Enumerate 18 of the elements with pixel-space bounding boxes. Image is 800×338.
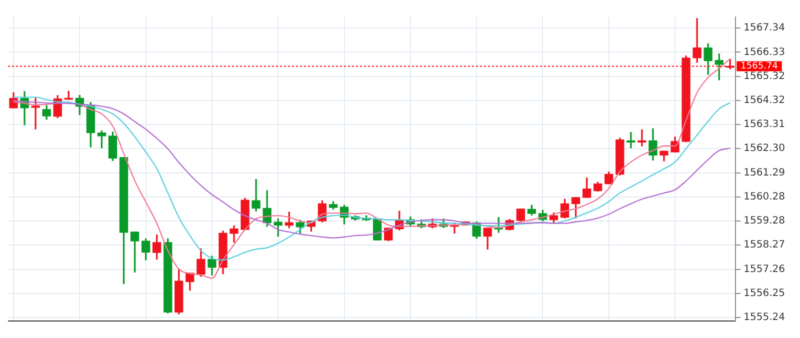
y-tick-label: 1559.28 [744,216,786,227]
y-tick-label: 1565.32 [744,70,786,82]
candlestick [31,98,40,130]
candlestick [692,18,702,63]
y-tick-label: 1566.33 [744,46,786,58]
candlestick [252,178,260,212]
y-tick-label: 1555.24 [744,312,786,324]
y-tick-label: 1560.28 [744,192,786,203]
candlestick [638,129,646,146]
y-tick-label: 1561.29 [744,167,786,178]
y-tick-label: 1558.27 [744,240,786,251]
y-tick-label: 1567.34 [744,22,786,34]
y-tick-label: 1556.25 [744,288,786,300]
y-tick-label: 1562.30 [744,143,786,154]
y-tick-label: 1564.32 [744,94,786,106]
ref-line-label: 1565.74 [740,62,778,72]
y-tick-label: 1563.31 [744,119,786,130]
y-tick-label: 1557.26 [744,264,786,275]
